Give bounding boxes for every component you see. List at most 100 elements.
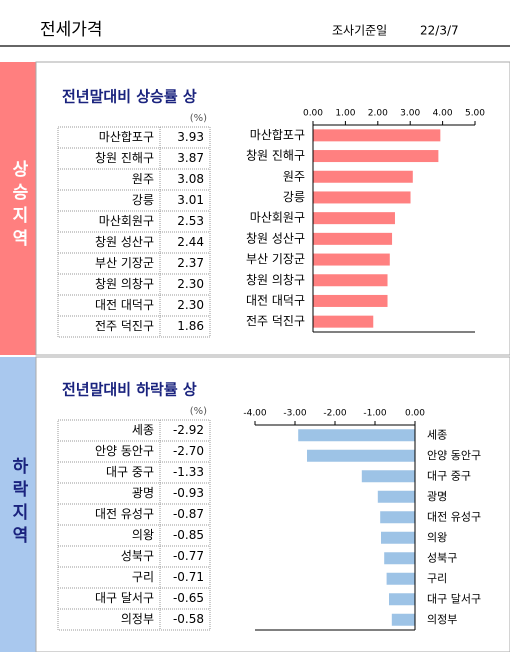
- x-tick-label: 3.00: [400, 109, 420, 119]
- bar: [313, 274, 388, 287]
- date: 22/3/7: [420, 24, 459, 38]
- page-title: 전세가격: [40, 20, 103, 40]
- bar: [298, 429, 415, 442]
- category-label: 강릉: [283, 190, 305, 204]
- category-label: 구리: [427, 572, 447, 585]
- category-label: 창원 성산구: [246, 231, 305, 245]
- bar: [313, 212, 395, 225]
- table-value: 2.30: [177, 277, 204, 291]
- category-label: 광명: [427, 490, 447, 503]
- category-label: 대구 달서구: [427, 592, 481, 605]
- bar: [313, 253, 390, 266]
- table-value: 3.01: [177, 193, 204, 207]
- table-value: -0.71: [173, 570, 204, 584]
- category-label: 안양 동안구: [427, 449, 481, 462]
- table-value: -0.87: [173, 507, 204, 521]
- bar: [307, 449, 415, 462]
- category-label: 창원 의창구: [246, 273, 305, 287]
- table-name: 마산합포구: [99, 130, 154, 144]
- bar: [389, 593, 415, 606]
- category-label: 대구 중구: [427, 469, 471, 482]
- table-name: 대전 대덕구: [95, 298, 154, 312]
- bar: [313, 315, 374, 328]
- table-value: -0.65: [173, 591, 204, 605]
- table-value: 3.08: [177, 172, 204, 186]
- x-tick-label: 0.00: [405, 409, 425, 419]
- table-value: -0.58: [173, 612, 204, 626]
- x-tick-label: -2.00: [323, 409, 347, 419]
- table-value: 2.53: [177, 214, 204, 228]
- category-label: 의왕: [427, 531, 447, 544]
- category-label: 창원 진해구: [246, 149, 305, 163]
- table-name: 의정부: [121, 612, 154, 626]
- side-label: 상승지역: [8, 160, 28, 252]
- table-value: -0.77: [173, 549, 204, 563]
- category-label: 원주: [283, 169, 305, 183]
- bar: [313, 129, 441, 142]
- bar: [361, 470, 415, 483]
- table-value: 1.86: [177, 319, 204, 333]
- table-value: -0.93: [173, 486, 204, 500]
- bar: [313, 294, 388, 307]
- x-tick-label: 5.00: [465, 109, 485, 119]
- category-label: 세종: [427, 428, 447, 441]
- bar: [380, 511, 415, 524]
- side-label: 하락지역: [8, 457, 28, 549]
- x-tick-label: 4.00: [433, 109, 453, 119]
- table-name: 성북구: [121, 549, 154, 563]
- bar: [381, 531, 415, 544]
- category-label: 마산합포구: [250, 128, 305, 142]
- category-label: 대전 대덕구: [246, 293, 305, 307]
- table-name: 의왕: [132, 528, 154, 542]
- x-tick-label: 0.00: [303, 109, 323, 119]
- category-label: 마산회원구: [250, 211, 305, 225]
- bar: [384, 552, 415, 565]
- table-name: 강릉: [132, 193, 154, 207]
- x-tick-label: -4.00: [243, 409, 267, 419]
- table-name: 대구 달서구: [95, 591, 154, 605]
- x-tick-label: 2.00: [368, 109, 388, 119]
- table-name: 대전 유성구: [95, 507, 154, 521]
- table-value: -0.85: [173, 528, 204, 542]
- table-name: 구리: [132, 570, 154, 584]
- bar: [377, 490, 415, 503]
- table-value: -1.33: [173, 465, 204, 479]
- table-name: 대구 중구: [106, 465, 154, 479]
- x-tick-label: 1.00: [335, 109, 355, 119]
- table-name: 안양 동안구: [95, 444, 154, 458]
- x-tick-label: -3.00: [283, 409, 307, 419]
- table-value: 2.30: [177, 298, 204, 312]
- bar: [313, 170, 413, 183]
- bar: [313, 150, 439, 163]
- table-name: 원주: [132, 172, 154, 186]
- table-name: 창원 의창구: [95, 277, 154, 291]
- category-label: 전주 덕진구: [246, 314, 305, 328]
- table-value: 3.93: [177, 130, 204, 144]
- bar: [386, 572, 415, 585]
- bar: [391, 613, 415, 626]
- date-label: 조사기준일: [332, 24, 387, 38]
- section-title: 전년말대비 하락률 상: [62, 381, 197, 399]
- category-label: 성북구: [427, 551, 457, 564]
- section-title: 전년말대비 상승률 상: [62, 88, 197, 106]
- table-name: 창원 진해구: [95, 151, 154, 165]
- table-name: 전주 덕진구: [95, 319, 154, 333]
- category-label: 부산 기장군: [246, 252, 305, 266]
- x-tick-label: -1.00: [363, 409, 387, 419]
- table-value: -2.70: [173, 444, 204, 458]
- bar: [313, 191, 411, 204]
- table-name: 부산 기장군: [95, 256, 154, 270]
- bar: [313, 232, 393, 245]
- unit: (%): [190, 113, 207, 124]
- category-label: 대전 유성구: [427, 510, 481, 523]
- table-name: 세종: [132, 423, 154, 437]
- table-name: 광명: [132, 486, 154, 500]
- category-label: 의정부: [427, 613, 457, 626]
- table-value: 3.87: [177, 151, 204, 165]
- table-name: 마산회원구: [99, 214, 154, 228]
- table-value: -2.92: [173, 423, 204, 437]
- table-value: 2.37: [177, 256, 204, 270]
- unit: (%): [190, 406, 207, 417]
- table-name: 창원 성산구: [95, 235, 154, 249]
